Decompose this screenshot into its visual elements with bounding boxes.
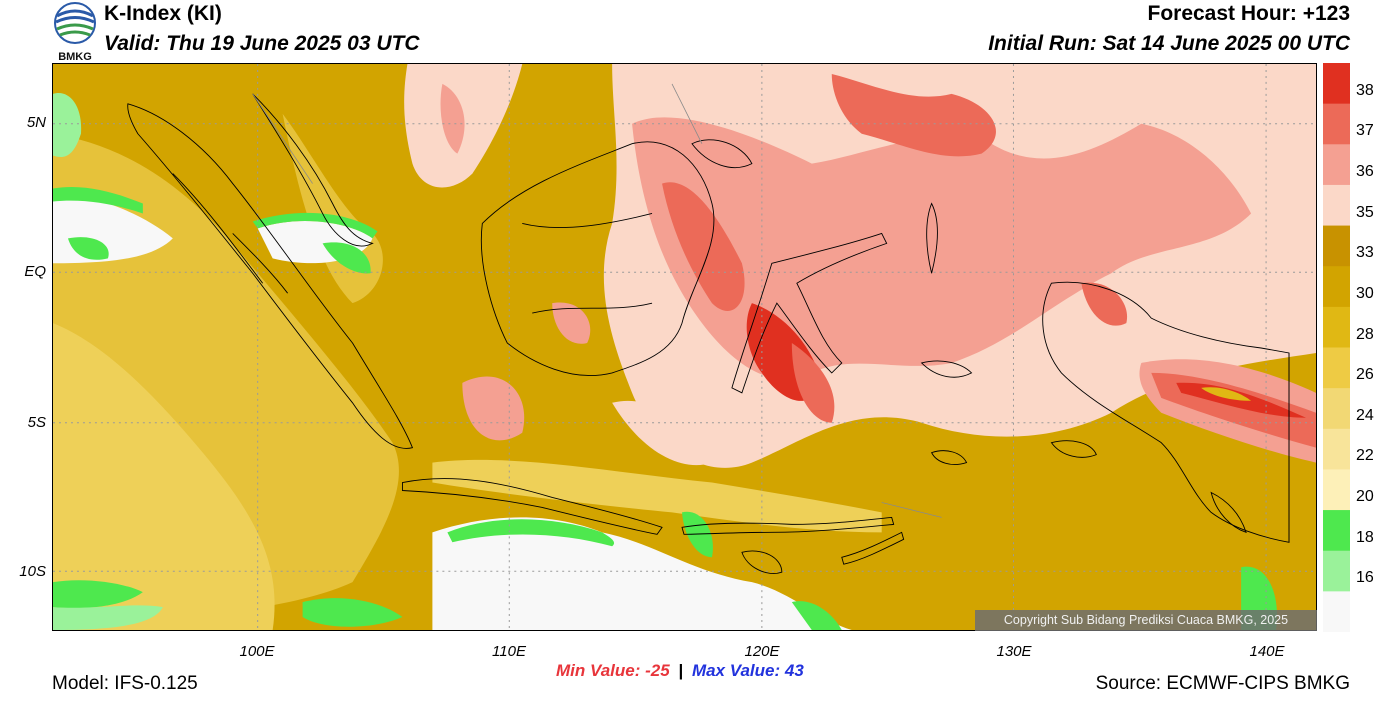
colorbar-swatch — [1323, 63, 1350, 105]
colorbar-label: 38 — [1356, 81, 1374, 99]
lon-label-110e: 110E — [492, 643, 526, 660]
bmkg-logo-icon: BMKG — [54, 2, 96, 62]
colorbar-label: 36 — [1356, 162, 1374, 180]
colorbar-label: 16 — [1356, 569, 1374, 587]
colorbar-label: 28 — [1356, 325, 1374, 343]
source-label: Source: ECMWF-CIPS BMKG — [1095, 673, 1350, 694]
min-value: -25 — [645, 661, 670, 680]
k-index-region-borneo-east — [662, 182, 745, 311]
colorbar-swatch — [1323, 144, 1350, 186]
colorbar-label: 26 — [1356, 366, 1374, 384]
colorbar-swatch — [1323, 591, 1350, 632]
malay-peninsula-outline — [252, 93, 374, 247]
colorbar-swatch — [1323, 225, 1350, 267]
k-index-region-ne-higher — [632, 117, 1252, 380]
colorbar-label: 22 — [1356, 447, 1374, 465]
borneo-outline — [480, 141, 715, 377]
coastlines — [127, 93, 1290, 574]
colorbar-label: 35 — [1356, 203, 1374, 221]
colorbar-label: 24 — [1356, 406, 1374, 424]
min-max-separator: | — [678, 661, 684, 680]
java-outline — [401, 478, 663, 535]
initial-run: Initial Run: Sat 14 June 2025 00 UTC — [988, 32, 1350, 55]
colorbar-swatch — [1323, 347, 1350, 389]
colorbar-label: 20 — [1356, 488, 1374, 506]
colorbar-swatch — [1323, 306, 1350, 348]
lat-label-5n: 5N — [26, 114, 46, 131]
colorbar-swatch — [1323, 184, 1350, 227]
papua-outline — [1042, 281, 1290, 543]
k-index-region-west-pale — [53, 323, 275, 630]
lon-label-100e: 100E — [239, 643, 275, 660]
colorbar — [1323, 63, 1350, 632]
colorbar-swatch — [1323, 428, 1350, 470]
lat-label-10s: 10S — [19, 563, 46, 580]
colorbar-swatch — [1323, 550, 1350, 592]
max-value-label: Max Value: — [691, 661, 781, 680]
lon-label-120e: 120E — [744, 643, 780, 660]
k-index-region-south-ocean-low — [432, 517, 852, 630]
sulawesi-outline — [731, 232, 888, 394]
svg-text:BMKG: BMKG — [58, 51, 92, 62]
max-value: 43 — [784, 661, 804, 680]
valid-time: Valid: Thu 19 June 2025 03 UTC — [104, 32, 420, 55]
forecast-hour: Forecast Hour: +123 — [1147, 2, 1351, 25]
min-value-label: Min Value: — [556, 661, 641, 680]
lon-label-130e: 130E — [996, 643, 1032, 660]
colorbar-label: 30 — [1356, 284, 1374, 302]
colorbar-swatch — [1323, 266, 1350, 308]
lesser-sunda-outline — [681, 516, 895, 535]
colorbar-label: 37 — [1356, 122, 1374, 140]
model-label: Model: IFS-0.125 — [52, 673, 198, 694]
lat-label-eq: EQ — [24, 263, 46, 280]
colorbar-swatch — [1323, 103, 1350, 145]
colorbar-swatch — [1323, 469, 1350, 511]
colorbar-label: 18 — [1356, 528, 1374, 546]
sumatra-outline — [127, 103, 414, 449]
colorbar-label: 33 — [1356, 244, 1374, 262]
colorbar-swatch — [1323, 388, 1350, 430]
lat-lon-grid — [53, 64, 1316, 630]
lat-label-5s: 5S — [27, 414, 46, 431]
min-max-values: Min Value: -25 | Max Value: 43 — [556, 661, 804, 681]
colorbar-swatch — [1323, 510, 1350, 552]
copyright-note: Copyright Sub Bidang Prediksi Cuaca BMKG… — [975, 610, 1317, 631]
lon-label-140e: 140E — [1249, 643, 1285, 660]
map-title: K-Index (KI) — [104, 2, 222, 25]
k-index-map — [52, 63, 1317, 631]
